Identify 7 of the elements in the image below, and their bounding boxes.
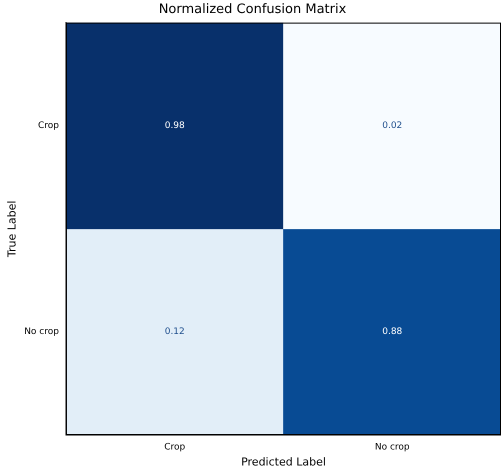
data-label: 0.98 [164, 121, 186, 132]
y-axis-title: True Label [5, 200, 18, 258]
chart-title: Normalized Confusion Matrix [158, 2, 347, 18]
data-label: 0.88 [382, 327, 403, 338]
data-label: 0.02 [382, 121, 402, 132]
data-label: 0.12 [164, 327, 185, 338]
x-axis-title: Predicted Label [241, 455, 326, 468]
